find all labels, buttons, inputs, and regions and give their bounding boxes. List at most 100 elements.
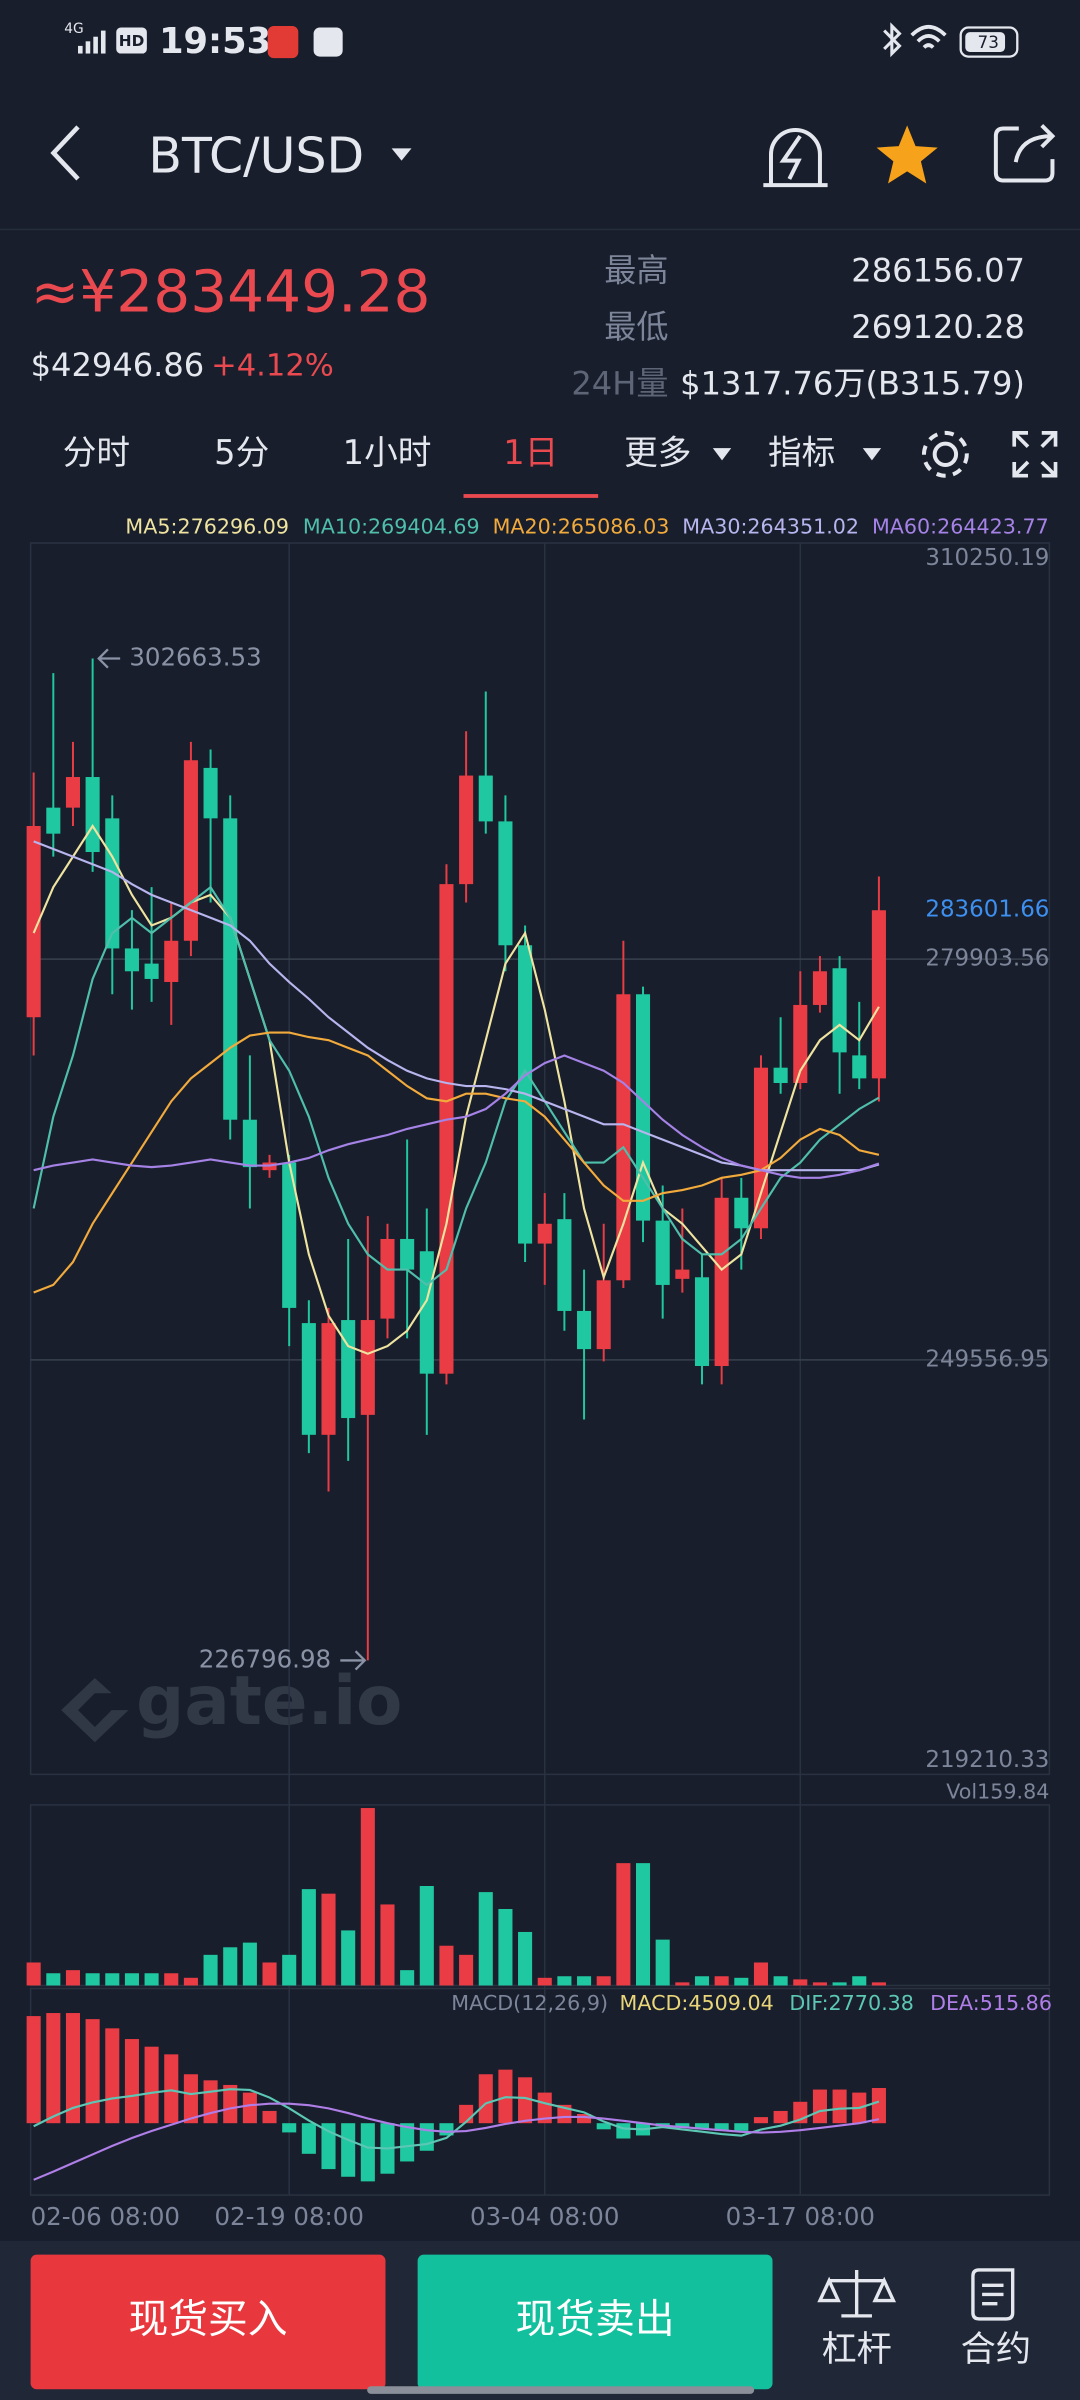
alert-button[interactable] xyxy=(763,128,828,188)
macd-bar xyxy=(360,2123,375,2182)
y-tick-label: 310250.19 xyxy=(925,545,1049,571)
margin-icon[interactable] xyxy=(817,2269,897,2318)
macd-bar xyxy=(65,2013,81,2124)
status-bar: 4G HD 19:53 73 xyxy=(64,21,1019,62)
volume-bar xyxy=(46,1973,61,1986)
tab-underline xyxy=(463,494,599,498)
ma-legend: MA30:264351.02 xyxy=(682,515,859,539)
watermark: gate.io xyxy=(136,1662,402,1740)
volume-bar xyxy=(812,1982,827,1986)
volume-bar xyxy=(203,1954,218,1986)
macd-bar xyxy=(203,2080,218,2124)
min-label: 226796.98 xyxy=(199,1644,331,1673)
tab[interactable]: 分时 xyxy=(63,433,130,472)
candle-body xyxy=(419,1251,434,1374)
macd-bar xyxy=(518,2077,533,2124)
margin-label[interactable]: 杠杆 xyxy=(821,2329,891,2370)
candle-body xyxy=(26,826,41,1018)
y-tick-label: 249556.95 xyxy=(925,1346,1049,1372)
macd-bar xyxy=(223,2084,238,2124)
sell-button[interactable] xyxy=(417,2254,773,2390)
macd-bar xyxy=(85,2019,100,2124)
max-arrow xyxy=(97,648,121,669)
signal-icon xyxy=(78,30,106,54)
low-value: 269120.28 xyxy=(851,308,1025,346)
tab[interactable]: 1日 xyxy=(503,433,558,472)
candle-body xyxy=(537,1223,552,1244)
macd-bar xyxy=(124,2039,139,2124)
ma-line xyxy=(33,1031,880,1294)
min-arrow xyxy=(340,1650,367,1671)
volume-bar xyxy=(242,1942,257,1986)
macd-bar xyxy=(144,2046,159,2124)
message-icon xyxy=(313,27,343,57)
macd-bar xyxy=(753,2117,769,2124)
volume-bar xyxy=(459,1954,474,1986)
ma-legend: MA60:264423.77 xyxy=(872,515,1049,539)
volume-bar xyxy=(419,1886,434,1986)
macd-legend: MACD:4509.04 xyxy=(620,1991,774,2015)
contract-icon[interactable] xyxy=(971,2268,1015,2321)
tab[interactable]: 指标 xyxy=(768,433,835,472)
fullscreen-button[interactable] xyxy=(1012,431,1058,478)
macd-bar xyxy=(46,2013,61,2124)
candle-body xyxy=(498,821,513,946)
settings-button[interactable] xyxy=(921,430,969,478)
volume-bar xyxy=(183,1977,198,1986)
macd-bar xyxy=(537,2092,552,2124)
tab[interactable]: 更多 xyxy=(624,433,691,472)
buy-button[interactable] xyxy=(30,2254,386,2390)
pair-dropdown[interactable] xyxy=(391,148,412,161)
volume-bar xyxy=(223,1947,238,1986)
macd-bar xyxy=(694,2123,710,2130)
macd-legend: DEA:515.86 xyxy=(930,1991,1052,2015)
battery-icon xyxy=(959,26,1019,58)
volume-bar xyxy=(301,1889,316,1986)
macd-bar xyxy=(419,2123,434,2151)
volume-bar xyxy=(400,1970,415,1986)
volume-bar xyxy=(144,1973,159,1986)
contract-label[interactable]: 合约 xyxy=(961,2329,1031,2370)
macd-bar xyxy=(714,2123,729,2131)
indicator-dropdown[interactable] xyxy=(862,448,882,461)
macd-bar xyxy=(341,2123,356,2177)
candle-body xyxy=(812,971,827,1005)
share-button[interactable] xyxy=(993,124,1056,183)
candle-body xyxy=(65,777,81,808)
volume-tick-label: Vol159.84 xyxy=(946,1780,1049,1804)
x-tick-label: 02-06 08:00 xyxy=(31,2202,180,2231)
candle-body xyxy=(694,1277,710,1367)
volume-bar xyxy=(753,1962,769,1986)
more-dropdown[interactable] xyxy=(712,448,732,461)
volume-bar xyxy=(577,1976,592,1986)
back-button[interactable] xyxy=(50,125,80,181)
candle-body xyxy=(616,994,631,1281)
volume-bar xyxy=(85,1973,100,1986)
volume-bar xyxy=(439,1945,454,1986)
tab[interactable]: 1小时 xyxy=(343,433,432,472)
candle-body xyxy=(577,1310,592,1350)
wifi-icon xyxy=(910,24,947,49)
macd-bar xyxy=(596,2123,611,2130)
favorite-button[interactable] xyxy=(876,125,938,184)
volume-bar xyxy=(734,1977,749,1986)
x-tick-label: 02-19 08:00 xyxy=(214,2202,363,2231)
high-label: 最高 xyxy=(604,251,668,289)
buy-label[interactable]: 现货买入 xyxy=(129,2296,288,2342)
x-tick-label: 03-17 08:00 xyxy=(726,2202,875,2231)
candle-body xyxy=(321,1323,336,1435)
sell-label[interactable]: 现货卖出 xyxy=(516,2296,675,2342)
volume-bar xyxy=(773,1976,788,1986)
candle-body xyxy=(203,767,218,819)
candle-body xyxy=(144,963,159,979)
candle-body xyxy=(223,818,238,1120)
macd-line xyxy=(33,2102,880,2181)
pair-title[interactable]: BTC/USD xyxy=(148,128,364,185)
candle-body xyxy=(655,1220,670,1285)
tab[interactable]: 5分 xyxy=(214,433,269,472)
volume-bar xyxy=(675,1982,690,1986)
macd-bar xyxy=(734,2123,749,2131)
volume-bar xyxy=(262,1962,277,1986)
candle-body xyxy=(596,1280,611,1350)
candle-body xyxy=(852,1055,867,1079)
